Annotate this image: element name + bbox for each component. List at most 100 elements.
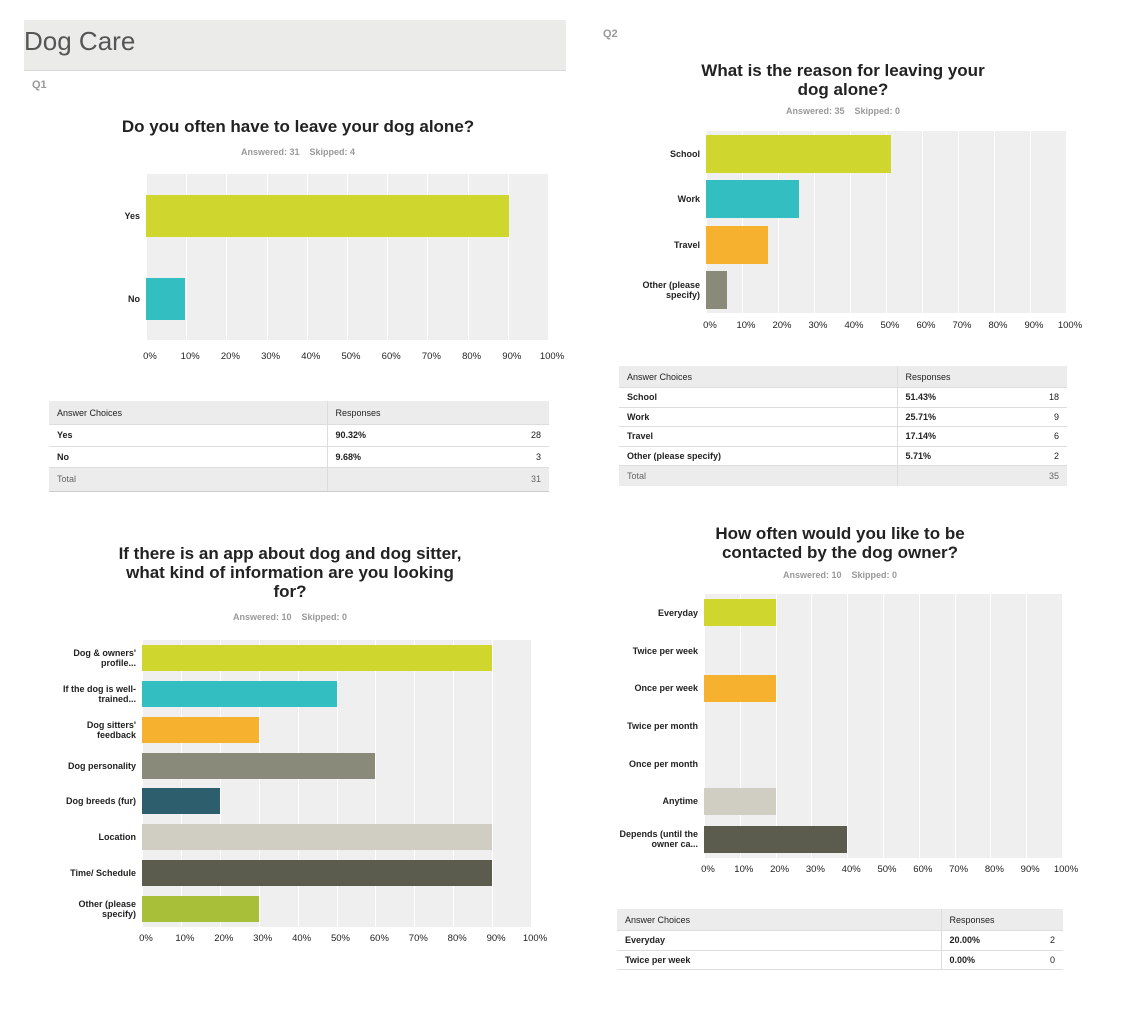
grid-line xyxy=(990,594,992,858)
x-tick-label: 30% xyxy=(805,864,825,875)
response-percent: 17.14% xyxy=(896,426,991,447)
grid-line xyxy=(918,594,920,858)
cell xyxy=(326,467,450,492)
bar xyxy=(704,599,776,627)
table: Answer Choices Responses School 51.43% 18 Wor… xyxy=(619,366,1067,486)
x-tick-label: 10% xyxy=(175,933,195,944)
table: Answer Choices Responses Everyday 20.00% 2 Tw… xyxy=(617,909,1063,970)
category-label: Once per week xyxy=(634,683,698,694)
x-tick-label: 80% xyxy=(988,320,1008,331)
category-label: If the dog is well-trained... xyxy=(62,683,136,704)
grid-line xyxy=(958,131,959,313)
answer-choice: Yes xyxy=(49,424,327,447)
bar xyxy=(704,674,776,702)
answered: Answered: 31 xyxy=(240,147,300,157)
total-count: 31 xyxy=(449,467,549,492)
grid-line xyxy=(886,131,887,313)
bar xyxy=(142,896,259,923)
bar xyxy=(706,271,727,310)
table-row: Yes 90.32% 28 xyxy=(49,424,549,447)
answered: Answered: 35 xyxy=(785,106,845,116)
table-row: Other (please specify) 5.71% 2 xyxy=(619,446,1067,466)
bar xyxy=(146,277,185,320)
grid-line xyxy=(387,174,389,340)
category-label: Travel xyxy=(673,239,700,250)
x-tick-label: 100% xyxy=(522,933,548,944)
response-table: Answer Choices Responses Yes 90.32% 28 No 9.68… xyxy=(49,401,549,501)
cell xyxy=(896,465,991,486)
category-label: Everyday xyxy=(657,607,698,618)
bar xyxy=(706,180,799,219)
x-tick-label: 10% xyxy=(734,864,754,875)
response-count: 2 xyxy=(1008,930,1063,951)
bar xyxy=(706,225,768,264)
bar xyxy=(706,134,892,173)
category-label: Dog breeds (fur) xyxy=(65,796,136,807)
bar xyxy=(142,644,493,671)
x-tick-label: 60% xyxy=(381,351,401,362)
grid-line xyxy=(1026,594,1028,858)
grid-line xyxy=(186,174,188,340)
x-tick-label: 20% xyxy=(770,864,790,875)
table: Answer Choices Responses Yes 90.32% 28 No 9.68… xyxy=(49,401,549,492)
category-label: Depends (until the owner ca... xyxy=(619,829,699,850)
answer-choice: Work xyxy=(619,407,897,427)
grid-line xyxy=(347,174,348,340)
x-tick-label: 100% xyxy=(1053,864,1079,875)
grid-line xyxy=(336,640,338,927)
answered: Answered: 10 xyxy=(232,612,292,622)
response-percent: 90.32% xyxy=(326,424,450,447)
table-row: Work 25.71% 9 xyxy=(619,407,1067,427)
answer-stats: Answered: 10 Skipped: 0 xyxy=(190,612,390,622)
grid-line xyxy=(467,174,469,340)
grid-line xyxy=(258,640,260,927)
category-label: Dog & owners' profile... xyxy=(73,647,136,668)
x-tick-label: 80% xyxy=(984,864,1004,875)
category-label: Yes xyxy=(124,210,140,221)
answer-choice: School xyxy=(619,387,897,408)
grid-line xyxy=(427,174,429,340)
response-table: Answer Choices Responses School 51.43% 18 Wor… xyxy=(619,366,1067,486)
x-tick-label: 60% xyxy=(916,320,936,331)
grid-line xyxy=(706,131,707,313)
response-count: 2 xyxy=(990,446,1067,466)
x-tick-label: 0% xyxy=(703,320,717,331)
question-label: Q2 xyxy=(603,28,618,40)
category-label: Location xyxy=(98,832,137,843)
grid-line xyxy=(922,131,923,313)
bar xyxy=(142,752,376,779)
x-tick-label: 40% xyxy=(301,351,321,362)
response-count: 18 xyxy=(990,387,1067,408)
category-label: Anytime xyxy=(662,796,698,807)
grid-line xyxy=(226,174,228,340)
answer-choice: Travel xyxy=(619,426,897,447)
grid-line xyxy=(375,640,377,927)
grid-line xyxy=(954,594,956,858)
grid-line xyxy=(814,131,815,313)
skipped: Skipped: 0 xyxy=(851,570,898,580)
column-header: Answer Choices xyxy=(617,909,941,931)
category-label: Work xyxy=(677,194,700,205)
category-label: School xyxy=(669,148,700,159)
answer-stats: Answered: 10 Skipped: 0 xyxy=(740,570,940,580)
header-row: Answer Choices Responses xyxy=(619,366,1067,388)
column-header: Responses xyxy=(940,909,1063,931)
response-count: 0 xyxy=(1008,950,1063,970)
x-tick-label: 70% xyxy=(952,320,972,331)
response-percent: 9.68% xyxy=(326,446,450,468)
answered: Answered: 10 xyxy=(782,570,842,580)
x-tick-label: 50% xyxy=(877,864,897,875)
x-tick-label: 30% xyxy=(253,933,273,944)
bar xyxy=(142,824,493,851)
bar xyxy=(146,194,510,237)
grid-line xyxy=(739,594,741,858)
grid-line xyxy=(1030,131,1031,313)
response-percent: 51.43% xyxy=(896,387,991,408)
category-label: Once per month xyxy=(628,758,698,769)
x-tick-label: 60% xyxy=(369,933,389,944)
x-tick-label: 80% xyxy=(447,933,467,944)
answer-choice: Everyday xyxy=(617,930,941,951)
page-title: Dog Care xyxy=(24,26,136,56)
answer-choice: Twice per week xyxy=(617,950,941,970)
